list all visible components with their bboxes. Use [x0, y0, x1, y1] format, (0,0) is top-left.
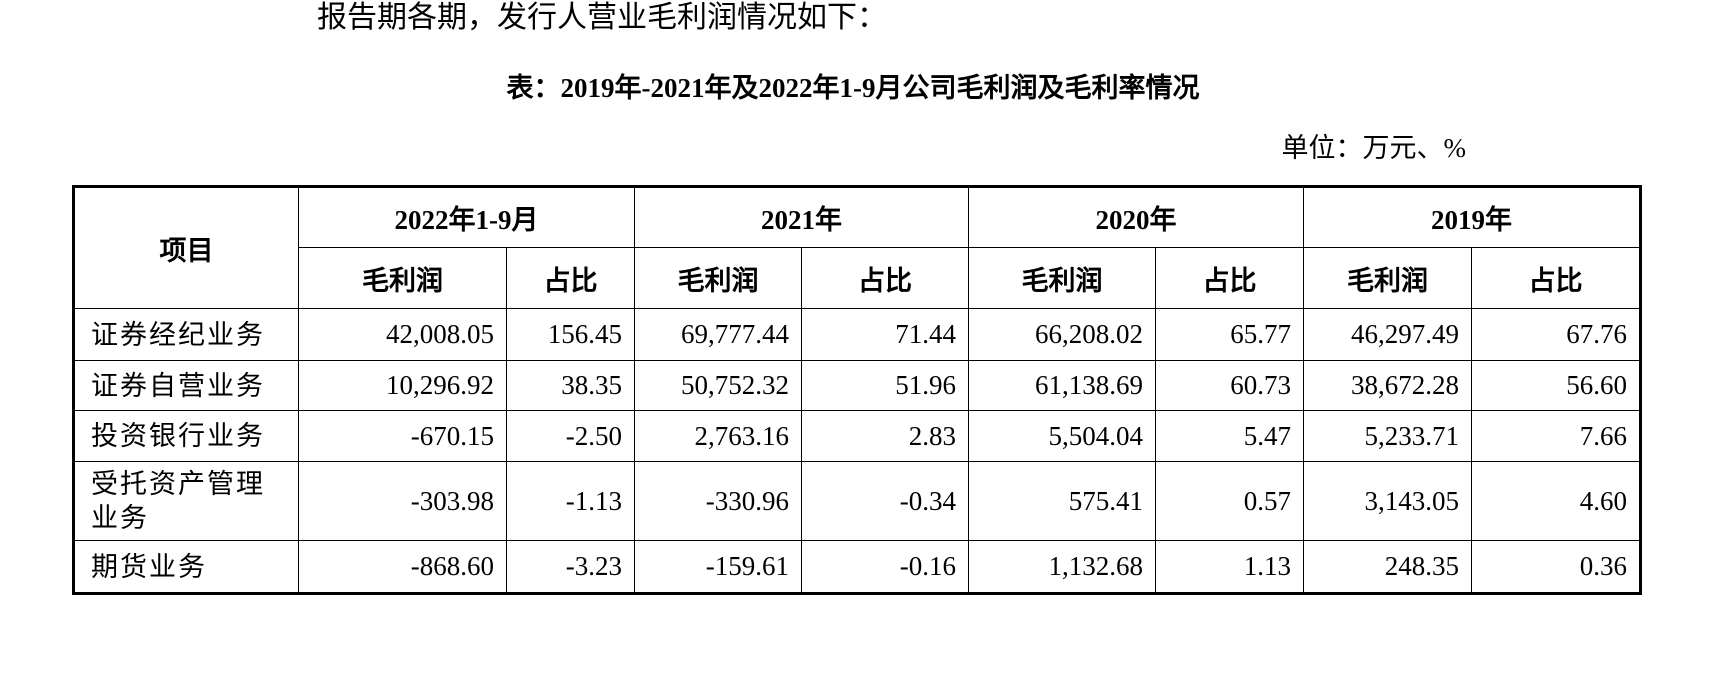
value-cell: 0.36: [1471, 540, 1641, 594]
value-cell: 50,752.32: [634, 360, 802, 411]
subheader-cell: 占比: [1155, 247, 1304, 309]
period-header: 2022年1-9月: [298, 186, 635, 248]
value-cell: -0.16: [801, 540, 969, 594]
header-row: 项目 2022年1-9月 2021年 2020年 2019年: [73, 186, 1641, 309]
value-cell: 1,132.68: [968, 540, 1156, 594]
value-cell: 575.41: [968, 461, 1156, 541]
value-cell: 1.13: [1155, 540, 1304, 594]
profit-table: 项目 2022年1-9月 2021年 2020年 2019年 毛利润 占比 毛利润 占比 毛利润占…: [72, 185, 1642, 595]
data-row: 证券经纪业务 42,008.05 156.45 69,777.44 71.44 66,20…: [73, 308, 1641, 361]
data-row: 投资银行业务 -670.15 -2.50 2,763.16 2.83 5,504.04 5.…: [73, 410, 1641, 462]
value-cell: 61,138.69: [968, 360, 1156, 411]
value-cell: 69,777.44: [634, 308, 802, 361]
value-cell: 60.73: [1155, 360, 1304, 411]
header-cell: 项目: [73, 186, 299, 309]
value-cell: 2,763.16: [634, 410, 802, 462]
row-label: 期货业务: [73, 540, 299, 594]
subheader-cell: 占比: [506, 247, 635, 309]
value-cell: -0.34: [801, 461, 969, 541]
table-title: 表：2019年-2021年及2022年1-9月公司毛利润及毛利率情况: [506, 73, 1200, 103]
value-cell: 7.66: [1471, 410, 1641, 462]
subheader-cell: 毛利润: [968, 247, 1156, 309]
period-header: 2019年: [1303, 186, 1641, 248]
value-cell: -868.60: [298, 540, 507, 594]
value-cell: 2.83: [801, 410, 969, 462]
unit-note: 单位：万元、%: [1281, 133, 1467, 163]
subheader-row: 毛利润 占比 毛利润 占比 毛利润 占比 毛利润 占比: [74, 247, 1641, 309]
subheader-cell: 占比: [801, 247, 969, 309]
period-header: 2020年: [968, 186, 1304, 248]
value-cell: 71.44: [801, 308, 969, 361]
period-header: 2021年: [634, 186, 969, 248]
value-cell: 42,008.05: [298, 308, 507, 361]
subheader-cell: 占比: [1471, 247, 1641, 309]
value-cell: -303.98: [298, 461, 507, 541]
value-cell: 46,297.49: [1303, 308, 1472, 361]
value-cell: 3,143.05: [1303, 461, 1472, 541]
row-label: 证券经纪业务: [73, 308, 299, 361]
value-cell: 5,504.04: [968, 410, 1156, 462]
row-label: 投资银行业务: [73, 410, 299, 462]
value-cell: 0.57: [1155, 461, 1304, 541]
subheader-cell: 毛利润: [634, 247, 802, 309]
data-row: 受托资产管理业务 -303.98 -1.13 -330.96 -0.34 575.41 0.…: [73, 461, 1641, 541]
value-cell: 65.77: [1155, 308, 1304, 361]
value-cell: -1.13: [506, 461, 635, 541]
row-label: 证券自营业务: [73, 360, 299, 411]
row-label: 受托资产管理业务: [73, 461, 299, 541]
intro-text: 报告期各期，发行人营业毛利润情况如下：: [317, 1, 887, 34]
value-cell: -330.96: [634, 461, 802, 541]
value-cell: 38.35: [506, 360, 635, 411]
subheader-cell: 毛利润: [1303, 247, 1472, 309]
value-cell: 156.45: [506, 308, 635, 361]
value-cell: -2.50: [506, 410, 635, 462]
value-cell: 66,208.02: [968, 308, 1156, 361]
value-cell: 4.60: [1471, 461, 1641, 541]
value-cell: 51.96: [801, 360, 969, 411]
value-cell: 56.60: [1471, 360, 1641, 411]
value-cell: 10,296.92: [298, 360, 507, 411]
value-cell: -159.61: [634, 540, 802, 594]
value-cell: 5.47: [1155, 410, 1304, 462]
data-row: 证券自营业务 10,296.92 38.35 50,752.32 51.96 61,138…: [73, 360, 1641, 411]
value-cell: 248.35: [1303, 540, 1472, 594]
value-cell: -3.23: [506, 540, 635, 594]
data-row: 期货业务 -868.60 -3.23 -159.61 -0.16 1,132.68 1.13…: [73, 540, 1641, 594]
value-cell: 67.76: [1471, 308, 1641, 361]
value-cell: 38,672.28: [1303, 360, 1472, 411]
value-cell: 5,233.71: [1303, 410, 1472, 462]
subheader-cell: 毛利润: [298, 247, 507, 309]
value-cell: -670.15: [298, 410, 507, 462]
